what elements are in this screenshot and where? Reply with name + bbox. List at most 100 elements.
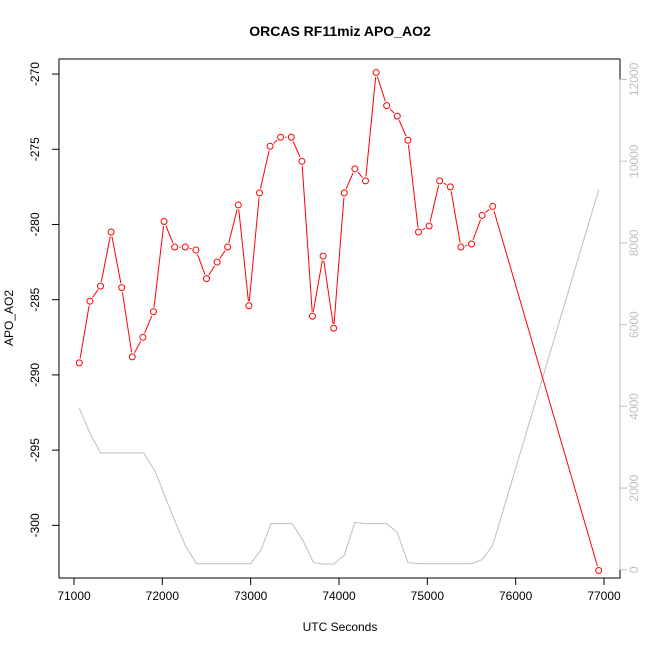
data-point xyxy=(468,240,475,248)
y-tick-label: -285 xyxy=(28,287,42,311)
series-segment xyxy=(228,209,238,243)
data-point xyxy=(266,142,274,150)
y2-tick-label: 8000 xyxy=(627,229,641,256)
series-segment xyxy=(472,219,482,240)
data-point xyxy=(362,177,369,185)
series-segment xyxy=(389,108,395,114)
series-segment xyxy=(79,305,90,359)
series-line xyxy=(78,189,600,565)
data-point xyxy=(595,566,603,574)
data-point xyxy=(489,202,497,210)
x-tick-label: 74000 xyxy=(322,589,356,603)
series-segment xyxy=(134,341,142,354)
y-tick-label: -290 xyxy=(28,363,42,387)
series-segment xyxy=(333,197,345,324)
data-point xyxy=(383,102,391,110)
series-segment xyxy=(450,191,461,243)
y-tick-label: -270 xyxy=(28,62,42,86)
series-segment xyxy=(121,292,133,353)
x-tick-label: 77000 xyxy=(587,589,621,603)
data-point xyxy=(319,252,327,260)
data-point xyxy=(181,243,189,251)
y-axis-label: APO_AO2 xyxy=(2,290,16,346)
data-point xyxy=(86,297,94,305)
series-segment xyxy=(485,208,490,213)
data-point xyxy=(213,258,221,266)
data-point xyxy=(118,284,126,292)
data-point xyxy=(192,246,200,254)
y-tick-label: -275 xyxy=(28,137,42,161)
y2-tick-label: 2000 xyxy=(627,474,641,501)
series-segment xyxy=(165,225,174,244)
series-segment xyxy=(443,182,447,186)
series-segment xyxy=(345,172,354,189)
data-point xyxy=(75,359,83,367)
data-point xyxy=(245,302,253,310)
y2-tick-label: 0 xyxy=(627,566,641,573)
y2-tick-label: 4000 xyxy=(627,393,641,420)
data-point xyxy=(160,217,168,225)
series-segment xyxy=(219,250,226,259)
data-point xyxy=(224,243,232,251)
plot-frame xyxy=(58,58,621,579)
y2-tick-label: 10000 xyxy=(627,144,641,178)
series-segment xyxy=(301,165,313,312)
series-right-axis xyxy=(78,189,600,565)
x-tick-label: 73000 xyxy=(234,589,268,603)
series-segment xyxy=(92,289,99,298)
series-left-axis xyxy=(75,69,603,574)
series-segment xyxy=(273,139,278,144)
data-point xyxy=(107,228,115,236)
series-segment xyxy=(111,236,122,284)
data-point xyxy=(393,112,401,120)
data-point xyxy=(415,228,422,236)
data-point xyxy=(309,312,316,320)
series-segment xyxy=(100,236,111,282)
series-segment xyxy=(144,315,153,334)
series-segment xyxy=(376,76,386,102)
data-point xyxy=(457,243,465,251)
data-point xyxy=(234,201,242,209)
data-point xyxy=(150,308,157,316)
series-segment xyxy=(312,260,323,312)
series-segment xyxy=(357,171,363,178)
data-point xyxy=(351,165,359,173)
data-point xyxy=(287,133,295,141)
series-segment xyxy=(196,254,206,275)
data-point xyxy=(330,324,338,332)
chart-title: ORCAS RF11miz APO_AO2 xyxy=(249,23,431,39)
series-segment xyxy=(208,265,216,276)
series-segment xyxy=(153,225,165,308)
x-axis-label: UTC Seconds xyxy=(303,620,378,634)
data-point xyxy=(139,333,147,341)
series-segment xyxy=(465,244,468,247)
y2-tick-label: 6000 xyxy=(627,311,641,338)
series-segment xyxy=(323,260,334,324)
series-segment xyxy=(189,247,192,250)
x-tick-label: 75000 xyxy=(411,589,445,603)
data-point xyxy=(128,353,136,361)
series-segment xyxy=(248,197,260,302)
series-segment xyxy=(260,150,270,189)
y-tick-label: -280 xyxy=(28,212,42,236)
data-point xyxy=(436,177,444,185)
series-segment xyxy=(422,227,426,231)
series-segment xyxy=(398,120,407,137)
y-tick-label: -295 xyxy=(28,438,42,462)
data-point xyxy=(97,282,104,290)
data-point xyxy=(446,183,454,191)
axes: 71000 72000 73000 74000 75000 76000 77000 -270 -… xyxy=(28,62,641,603)
data-point xyxy=(340,189,348,197)
data-point xyxy=(372,69,380,77)
series-segment xyxy=(429,185,440,222)
data-point xyxy=(256,189,263,197)
data-point xyxy=(425,222,433,230)
x-tick-label: 76000 xyxy=(499,589,533,603)
series-segment xyxy=(292,141,301,158)
data-point xyxy=(478,211,486,219)
data-point xyxy=(298,157,306,165)
series-segment xyxy=(493,210,598,567)
x-tick-label: 72000 xyxy=(146,589,180,603)
series-segment xyxy=(407,144,419,228)
